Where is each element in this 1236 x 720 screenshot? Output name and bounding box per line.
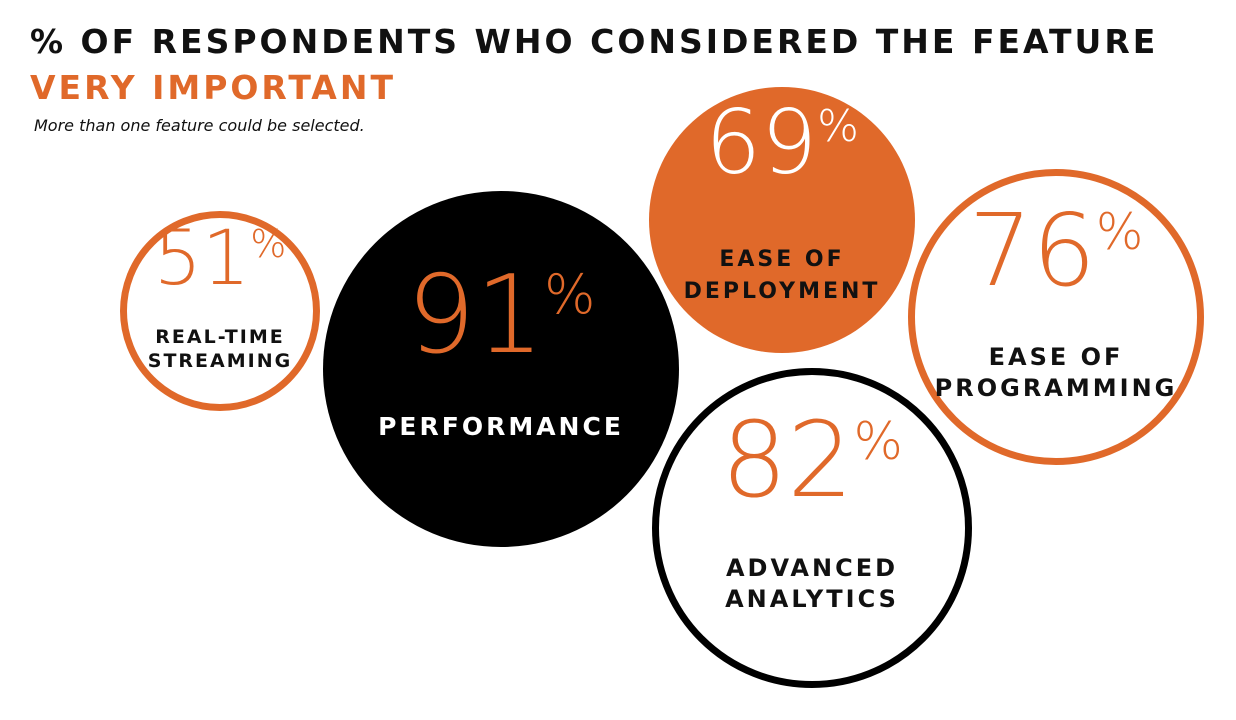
bubble-label: PROGRAMMING [935, 374, 1178, 402]
bubble-ease-of-deployment: 69% EASE OF DEPLOYMENT [649, 87, 915, 353]
bubble-label: ADVANCED [726, 554, 898, 582]
bubble-value: 51% [154, 213, 287, 302]
bubble-circle [120, 211, 320, 411]
bubble-value: 69% [705, 91, 859, 194]
chart-subtitle: VERY IMPORTANT [30, 68, 396, 107]
bubble-label: EASE OF [719, 247, 844, 272]
bubble-advanced-analytics: 82% ADVANCED ANALYTICS [652, 368, 972, 688]
bubble-label: ANALYTICS [725, 585, 899, 613]
bubble-label: EASE OF [989, 343, 1124, 371]
chart-title: % OF RESPONDENTS WHO CONSIDERED THE FEAT… [30, 22, 1159, 61]
bubble-circle [908, 169, 1204, 465]
chart-note: More than one feature could be selected. [34, 116, 365, 135]
bubble-label: STREAMING [148, 350, 292, 372]
bubble-label: DEPLOYMENT [684, 279, 881, 304]
bubble-circle [652, 368, 972, 688]
bubble-performance: 91% PERFORMANCE [323, 191, 679, 547]
bubble-value: 91% [407, 253, 596, 378]
bubble-label: PERFORMANCE [378, 412, 624, 441]
bubble-ease-of-programming: 76% EASE OF PROGRAMMING [908, 169, 1204, 465]
bubble-label: REAL-TIME [155, 326, 284, 348]
bubble-value: 76% [969, 192, 1144, 309]
bubble-value: 82% [721, 399, 903, 521]
bubble-circle [323, 191, 679, 547]
bubble-circle [649, 87, 915, 353]
